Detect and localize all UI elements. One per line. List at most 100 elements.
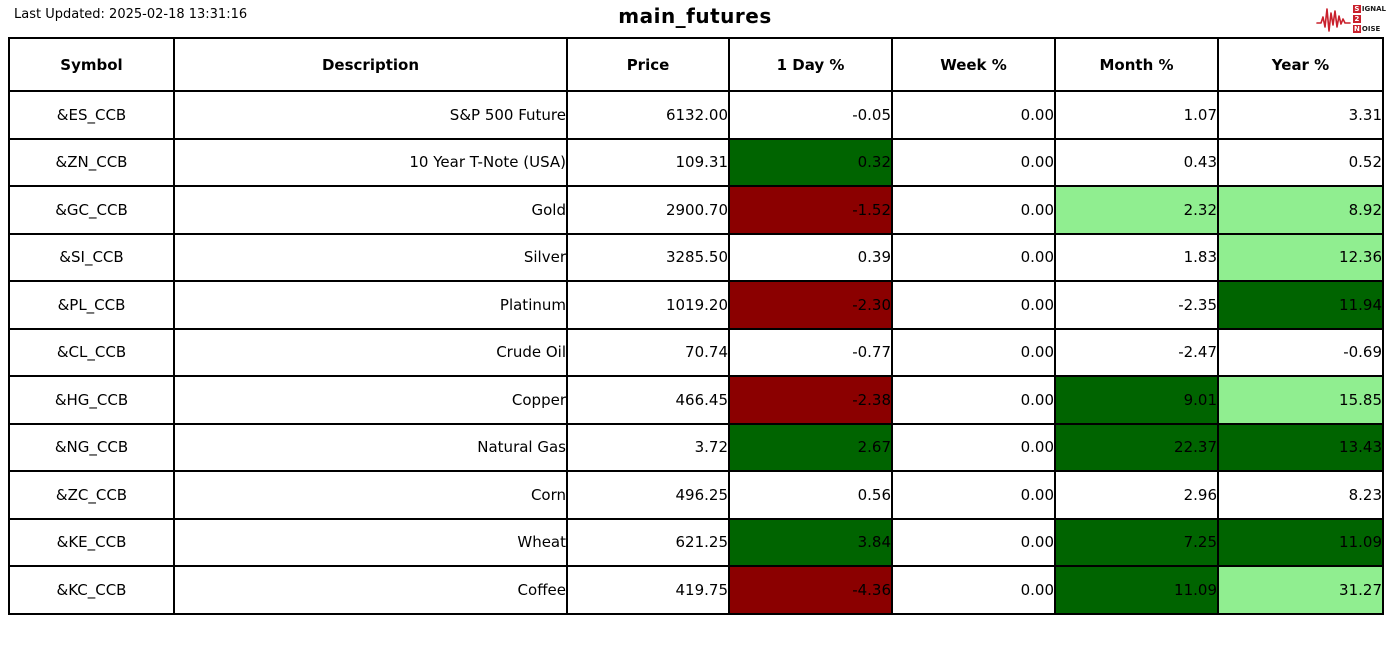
cell-symbol: &ES_CCB [8,90,175,140]
cell-month: 2.96 [1054,470,1219,520]
cell-year: 8.23 [1217,470,1384,520]
cell-year: 31.27 [1217,565,1384,615]
cell-year: 11.09 [1217,517,1384,567]
cell-year: 12.36 [1217,232,1384,282]
cell-week: 0.00 [891,90,1056,140]
cell-month: 2.32 [1054,185,1219,235]
table-row: &PL_CCB Platinum 1019.20 -2.30 0.00 -2.35 11.9… [8,280,1384,330]
column-header-month: Month % [1054,37,1219,92]
cell-description: Platinum [173,280,568,330]
signal2noise-logo: S IGNAL 2 N OISE [1316,2,1386,35]
cell-symbol: &KC_CCB [8,565,175,615]
cell-1-day: 0.39 [728,232,893,282]
cell-price: 3.72 [566,422,730,472]
cell-description: S&P 500 Future [173,90,568,140]
table-header-row: Symbol Description Price 1 Day % Week % Month… [8,37,1384,92]
cell-week: 0.00 [891,280,1056,330]
cell-price: 466.45 [566,375,730,425]
cell-description: Coffee [173,565,568,615]
cell-week: 0.00 [891,470,1056,520]
table-row: &GC_CCB Gold 2900.70 -1.52 0.00 2.32 8.92 [8,185,1384,235]
cell-symbol: &ZN_CCB [8,137,175,187]
cell-week: 0.00 [891,327,1056,377]
table-row: &NG_CCB Natural Gas 3.72 2.67 0.00 22.37 13.43 [8,422,1384,472]
cell-symbol: &ZC_CCB [8,470,175,520]
cell-symbol: &GC_CCB [8,185,175,235]
cell-price: 109.31 [566,137,730,187]
cell-week: 0.00 [891,517,1056,567]
table-row: &ES_CCB S&P 500 Future 6132.00 -0.05 0.00 1.0… [8,90,1384,140]
logo-word-ignal: IGNAL [1361,4,1386,13]
cell-1-day: -0.77 [728,327,893,377]
cell-price: 70.74 [566,327,730,377]
cell-1-day: -4.36 [728,565,893,615]
table-row: &CL_CCB Crude Oil 70.74 -0.77 0.00 -2.47 -0.69 [8,327,1384,377]
cell-1-day: -0.05 [728,90,893,140]
cell-symbol: &PL_CCB [8,280,175,330]
cell-week: 0.00 [891,137,1056,187]
column-header-1-day: 1 Day % [728,37,893,92]
cell-description: Copper [173,375,568,425]
cell-symbol: &NG_CCB [8,422,175,472]
table-row: &HG_CCB Copper 466.45 -2.38 0.00 9.01 15.85 [8,375,1384,425]
column-header-symbol: Symbol [8,37,175,92]
cell-price: 1019.20 [566,280,730,330]
cell-price: 621.25 [566,517,730,567]
cell-1-day: -2.30 [728,280,893,330]
cell-month: 1.83 [1054,232,1219,282]
logo-letter-n: N [1352,24,1361,33]
cell-month: -2.35 [1054,280,1219,330]
cell-symbol: &CL_CCB [8,327,175,377]
table-row: &KC_CCB Coffee 419.75 -4.36 0.00 11.09 31.27 [8,565,1384,615]
cell-description: Crude Oil [173,327,568,377]
cell-month: 11.09 [1054,565,1219,615]
cell-year: -0.69 [1217,327,1384,377]
cell-month: 7.25 [1054,517,1219,567]
cell-year: 11.94 [1217,280,1384,330]
cell-1-day: 2.67 [728,422,893,472]
column-header-year: Year % [1217,37,1384,92]
futures-table-body: &ES_CCB S&P 500 Future 6132.00 -0.05 0.00 1.0… [8,90,1384,615]
cell-1-day: 0.32 [728,137,893,187]
cell-week: 0.00 [891,375,1056,425]
cell-week: 0.00 [891,565,1056,615]
cell-description: Natural Gas [173,422,568,472]
cell-price: 419.75 [566,565,730,615]
cell-symbol: &SI_CCB [8,232,175,282]
cell-year: 3.31 [1217,90,1384,140]
page-title: main_futures [618,4,772,28]
cell-1-day: -2.38 [728,375,893,425]
cell-1-day: 3.84 [728,517,893,567]
ecg-waveform-icon [1316,2,1352,35]
column-header-price: Price [566,37,730,92]
column-header-week: Week % [891,37,1056,92]
cell-price: 2900.70 [566,185,730,235]
cell-month: 22.37 [1054,422,1219,472]
cell-year: 8.92 [1217,185,1384,235]
cell-year: 0.52 [1217,137,1384,187]
cell-price: 3285.50 [566,232,730,282]
cell-month: 0.43 [1054,137,1219,187]
cell-month: -2.47 [1054,327,1219,377]
cell-week: 0.00 [891,185,1056,235]
table-row: &SI_CCB Silver 3285.50 0.39 0.00 1.83 12.36 [8,232,1384,282]
logo-letter-s: S [1352,4,1361,13]
cell-month: 1.07 [1054,90,1219,140]
cell-1-day: -1.52 [728,185,893,235]
futures-table: Symbol Description Price 1 Day % Week % Month… [8,37,1384,615]
table-row: &KE_CCB Wheat 621.25 3.84 0.00 7.25 11.09 [8,517,1384,567]
cell-price: 6132.00 [566,90,730,140]
cell-description: Gold [173,185,568,235]
cell-description: 10 Year T-Note (USA) [173,137,568,187]
cell-1-day: 0.56 [728,470,893,520]
cell-symbol: &KE_CCB [8,517,175,567]
cell-year: 13.43 [1217,422,1384,472]
cell-price: 496.25 [566,470,730,520]
cell-month: 9.01 [1054,375,1219,425]
cell-description: Wheat [173,517,568,567]
logo-text: S IGNAL 2 N OISE [1352,4,1386,34]
cell-year: 15.85 [1217,375,1384,425]
table-row: &ZN_CCB 10 Year T-Note (USA) 109.31 0.32 0.0… [8,137,1384,187]
cell-description: Corn [173,470,568,520]
logo-word-oise: OISE [1361,24,1381,33]
